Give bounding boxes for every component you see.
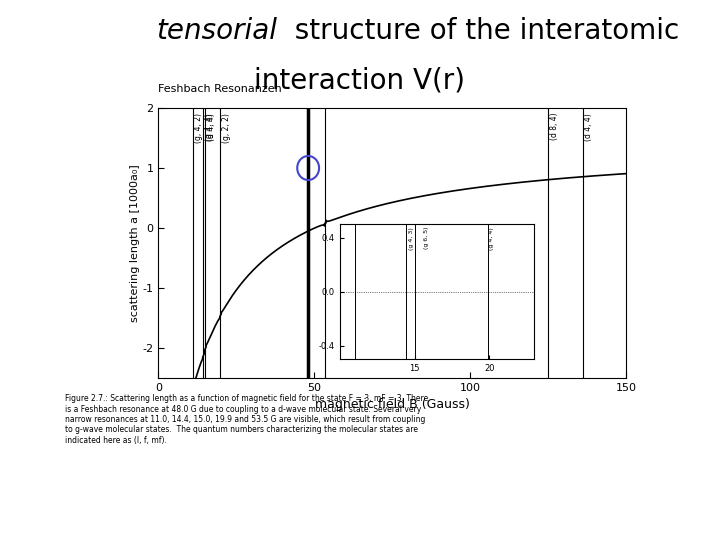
Text: tensorial: tensorial xyxy=(156,17,277,45)
Text: (g 4, 4): (g 4, 4) xyxy=(490,227,495,249)
Text: (d 8, 4): (d 8, 4) xyxy=(550,113,559,140)
Text: (g 4, 4): (g 4, 4) xyxy=(205,113,214,140)
X-axis label: magnetic field B (Gauss): magnetic field B (Gauss) xyxy=(315,399,470,411)
Text: Feshbach Resonanzen: Feshbach Resonanzen xyxy=(158,84,282,94)
Text: (d 4, 4): (d 4, 4) xyxy=(207,113,216,140)
Y-axis label: scattering length a [1000a₀]: scattering length a [1000a₀] xyxy=(130,164,140,322)
Text: (g 4, 3): (g 4, 3) xyxy=(409,227,413,249)
Text: (g 6, 5): (g 6, 5) xyxy=(423,227,428,249)
Text: Figure 2.7.: Scattering length as a function of magnetic field for the state F =: Figure 2.7.: Scattering length as a func… xyxy=(65,394,428,445)
Text: (d 4, 4): (d 4, 4) xyxy=(585,113,593,140)
Text: (g, 4, 2): (g, 4, 2) xyxy=(194,113,203,143)
Text: structure of the interatomic: structure of the interatomic xyxy=(277,17,680,45)
Text: interaction V(r): interaction V(r) xyxy=(254,66,466,94)
Text: (g, 2, 2): (g, 2, 2) xyxy=(222,113,231,143)
